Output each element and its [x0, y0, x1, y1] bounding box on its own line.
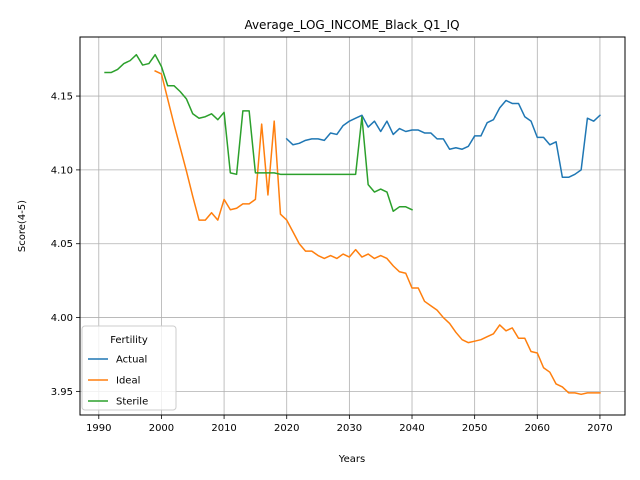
x-tick-label: 2060	[525, 423, 550, 434]
x-tick-label: 2070	[587, 423, 612, 434]
legend-entries: Actual Ideal Sterile	[88, 355, 148, 408]
chart-title: Average_LOG_INCOME_Black_Q1_IQ	[244, 18, 459, 32]
legend-title: Fertility	[110, 335, 148, 346]
axis-ticks: 1990 2000 2010 2020 2030 2040 2050 2060 2070 3.95…	[51, 92, 613, 434]
legend-label-actual: Actual	[116, 355, 147, 366]
x-axis-label: Years	[338, 454, 365, 465]
legend-box	[81, 325, 177, 411]
x-tick-label: 2010	[211, 423, 236, 434]
y-axis-label: Score(4-5)	[17, 200, 28, 252]
y-tick-label: 4.05	[51, 239, 73, 250]
y-tick-label: 4.10	[51, 165, 73, 176]
series-line-ideal	[154, 69, 601, 396]
x-tick-label: 2000	[149, 423, 174, 434]
series-line-actual	[285, 99, 602, 179]
x-tick-label: 2040	[399, 423, 424, 434]
y-tick-label: 4.15	[51, 92, 73, 103]
x-tick-label: 2020	[274, 423, 299, 434]
y-tick-label: 3.95	[51, 387, 73, 398]
x-tick-label: 1990	[86, 423, 111, 434]
legend-label-ideal: Ideal	[116, 376, 140, 387]
legend-label-sterile: Sterile	[116, 397, 148, 408]
x-tick-label: 2030	[337, 423, 362, 434]
series-lines	[104, 53, 602, 396]
y-tick-label: 4.00	[51, 313, 73, 324]
series-line-sterile	[104, 53, 414, 212]
legend: Fertility Actual Ideal Sterile	[81, 325, 177, 411]
plot-area-frame	[79, 36, 626, 416]
x-tick-label: 2050	[462, 423, 487, 434]
grid-lines	[80, 37, 625, 415]
